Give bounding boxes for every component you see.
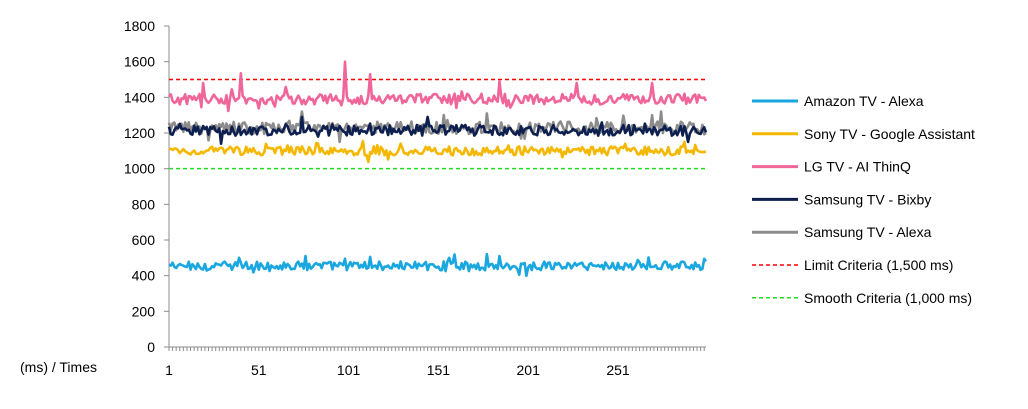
legend: Amazon TV - Alexa Sony TV - Google Assist…	[752, 93, 975, 306]
legend-label-4: Samsung TV - Alexa	[804, 224, 932, 240]
y-axis: 0 200 400 600 800 1000 1200 1400 1600 1800	[124, 18, 170, 355]
series-line-0	[168, 252, 708, 277]
y-tick-label: 200	[132, 303, 156, 319]
x-axis-title: (ms) / Times	[20, 359, 97, 375]
y-tick-label: 800	[132, 196, 156, 212]
x-tick-label: 1	[165, 362, 173, 378]
y-tick-label: 1800	[124, 18, 155, 34]
x-tick-label: 101	[337, 362, 361, 378]
legend-label-3: Samsung TV - Bixby	[804, 191, 931, 207]
legend-label-6: Smooth Criteria (1,000 ms)	[804, 290, 972, 306]
y-tick-label: 600	[132, 232, 156, 248]
plot-area	[167, 60, 708, 277]
x-tick-label: 151	[427, 362, 451, 378]
series-line-3	[167, 115, 708, 145]
y-tick-label: 400	[132, 268, 156, 284]
legend-label-0: Amazon TV - Alexa	[804, 93, 924, 109]
series-line-1	[168, 139, 707, 164]
y-tick-label: 1600	[124, 54, 155, 70]
y-tick-label: 1200	[124, 125, 155, 141]
x-tick-label: 201	[517, 362, 541, 378]
y-tick-label: 0	[147, 339, 155, 355]
x-tick-label: 51	[251, 362, 267, 378]
legend-label-2: LG TV - AI ThinQ	[804, 159, 911, 175]
x-tick-label: 251	[606, 362, 630, 378]
legend-label-5: Limit Criteria (1,500 ms)	[804, 257, 953, 273]
legend-label-1: Sony TV - Google Assistant	[804, 126, 975, 142]
series-line-2	[168, 60, 708, 113]
y-tick-label: 1400	[124, 89, 155, 105]
x-axis: 1 51 101 151 201 251	[165, 346, 706, 378]
y-tick-label: 1000	[124, 161, 155, 177]
